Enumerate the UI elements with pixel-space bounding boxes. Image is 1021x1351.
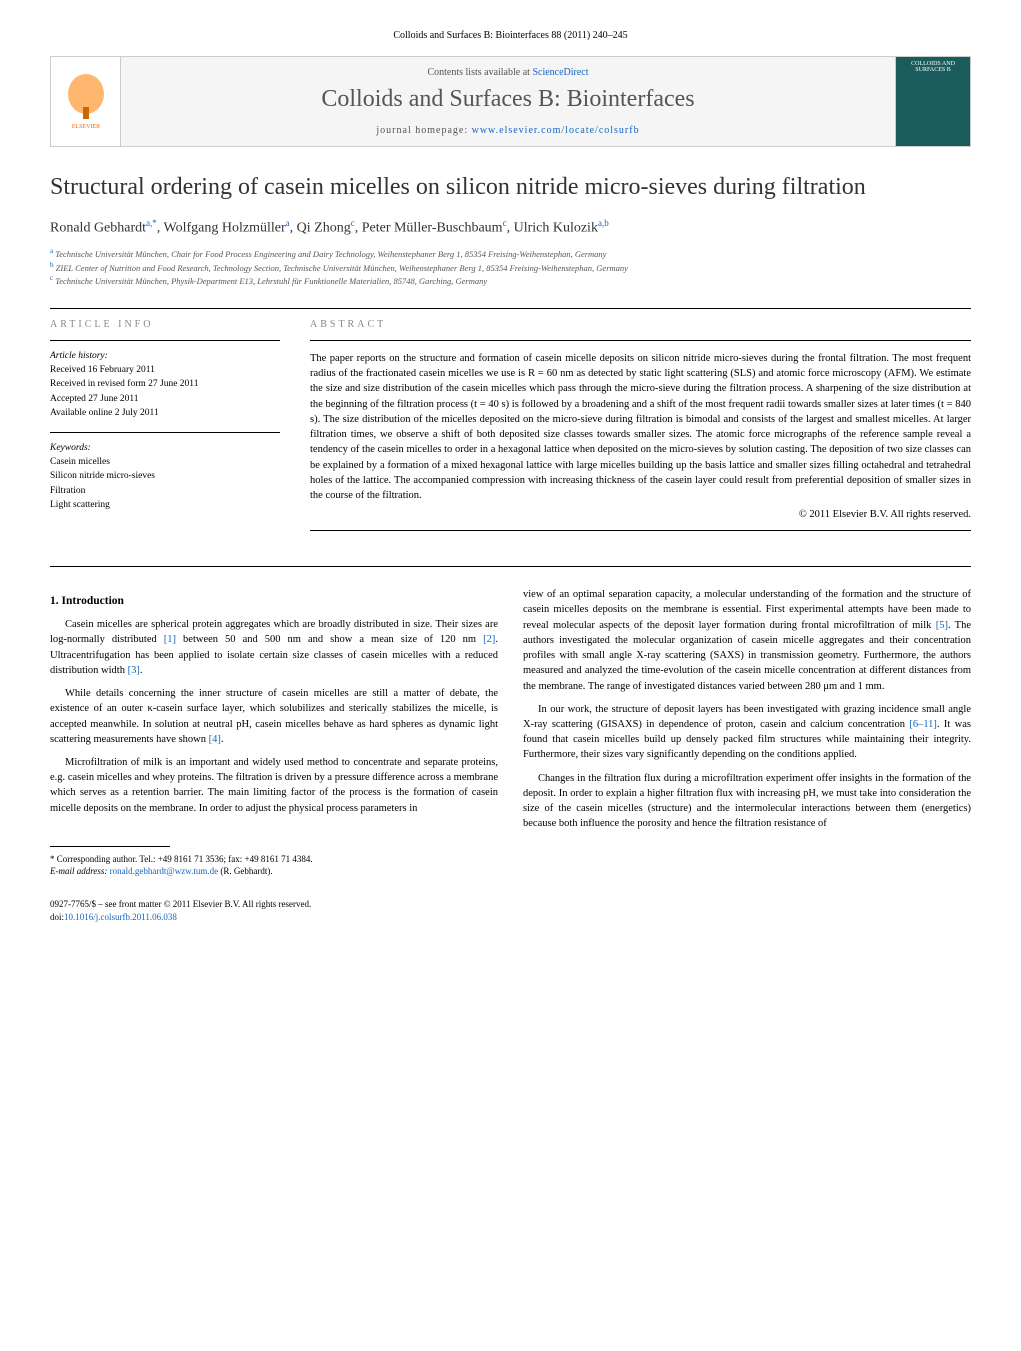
journal-name: Colloids and Surfaces B: Biointerfaces: [141, 86, 875, 113]
issn-line: 0927-7765/$ – see front matter © 2011 El…: [50, 898, 971, 911]
accepted-date: Accepted 27 June 2011: [50, 392, 280, 406]
body-paragraph: Microfiltration of milk is an important …: [50, 755, 498, 816]
email-link[interactable]: ronald.gebhardt@wzw.tum.de: [110, 866, 218, 876]
body-paragraph: Casein micelles are spherical protein ag…: [50, 617, 498, 678]
divider: [50, 308, 971, 309]
article-title: Structural ordering of casein micelles o…: [50, 172, 971, 203]
contents-prefix: Contents lists available at: [427, 67, 532, 78]
affiliation-a: a Technische Universität München, Chair …: [50, 247, 971, 261]
email-line: E-mail address: ronald.gebhardt@wzw.tum.…: [50, 865, 498, 878]
contents-available-line: Contents lists available at ScienceDirec…: [141, 67, 875, 78]
doi-prefix: doi:: [50, 912, 64, 922]
article-history-label: Article history:: [50, 351, 280, 361]
body-paragraph: While details concerning the inner struc…: [50, 686, 498, 747]
corresponding-author-footnote: * Corresponding author. Tel.: +49 8161 7…: [50, 853, 498, 878]
body-columns: 1. Introduction Casein micelles are sphe…: [50, 587, 971, 878]
body-column-right: view of an optimal separation capacity, …: [523, 587, 971, 878]
running-header: Colloids and Surfaces B: Biointerfaces 8…: [50, 30, 971, 41]
article-info-block: ARTICLE INFO Article history: Received 1…: [50, 319, 280, 541]
affiliation-b: b ZIEL Center of Nutrition and Food Rese…: [50, 261, 971, 275]
divider: [50, 340, 280, 341]
revised-date: Received in revised form 27 June 2011: [50, 377, 280, 391]
affiliation-c: c Technische Universität München, Physik…: [50, 274, 971, 288]
sciencedirect-link[interactable]: ScienceDirect: [532, 67, 588, 78]
article-info-heading: ARTICLE INFO: [50, 319, 280, 330]
masthead-center: Contents lists available at ScienceDirec…: [121, 57, 895, 146]
received-date: Received 16 February 2011: [50, 363, 280, 377]
divider: [50, 432, 280, 433]
info-abstract-row: ARTICLE INFO Article history: Received 1…: [50, 319, 971, 541]
keyword-3: Filtration: [50, 484, 280, 498]
abstract-text: The paper reports on the structure and f…: [310, 351, 971, 503]
keywords-label: Keywords:: [50, 443, 280, 453]
doi-line: doi:10.1016/j.colsurfb.2011.06.038: [50, 911, 971, 924]
authors-line: Ronald Gebhardta,*, Wolfgang Holzmüllera…: [50, 218, 971, 237]
body-paragraph: view of an optimal separation capacity, …: [523, 587, 971, 694]
homepage-line: journal homepage: www.elsevier.com/locat…: [141, 125, 875, 136]
divider: [50, 566, 971, 567]
email-label: E-mail address:: [50, 866, 107, 876]
divider: [310, 530, 971, 531]
online-date: Available online 2 July 2011: [50, 406, 280, 420]
page-footer: 0927-7765/$ – see front matter © 2011 El…: [50, 898, 971, 923]
section-1-heading: 1. Introduction: [50, 595, 498, 607]
body-paragraph: Changes in the filtration flux during a …: [523, 771, 971, 832]
svg-text:ELSEVIER: ELSEVIER: [71, 124, 99, 130]
keyword-4: Light scattering: [50, 498, 280, 512]
doi-link[interactable]: 10.1016/j.colsurfb.2011.06.038: [64, 912, 177, 922]
journal-masthead: ELSEVIER Contents lists available at Sci…: [50, 56, 971, 147]
divider: [310, 340, 971, 341]
abstract-copyright: © 2011 Elsevier B.V. All rights reserved…: [310, 509, 971, 520]
corresponding-line: * Corresponding author. Tel.: +49 8161 7…: [50, 853, 498, 866]
affiliations: a Technische Universität München, Chair …: [50, 247, 971, 288]
abstract-block: ABSTRACT The paper reports on the struct…: [310, 319, 971, 541]
body-paragraph: In our work, the structure of deposit la…: [523, 702, 971, 763]
cover-title: COLLOIDS AND SURFACES B: [896, 57, 970, 77]
elsevier-tree-icon: ELSEVIER: [61, 72, 111, 132]
footnote-divider: [50, 846, 170, 847]
homepage-link[interactable]: www.elsevier.com/locate/colsurfb: [472, 125, 640, 136]
journal-cover-thumbnail: COLLOIDS AND SURFACES B: [895, 57, 970, 146]
publisher-logo: ELSEVIER: [51, 57, 121, 146]
keyword-2: Silicon nitride micro-sieves: [50, 469, 280, 483]
email-suffix: (R. Gebhardt).: [220, 866, 272, 876]
homepage-prefix: journal homepage:: [376, 125, 471, 136]
abstract-heading: ABSTRACT: [310, 319, 971, 330]
body-column-left: 1. Introduction Casein micelles are sphe…: [50, 587, 498, 878]
keyword-1: Casein micelles: [50, 455, 280, 469]
